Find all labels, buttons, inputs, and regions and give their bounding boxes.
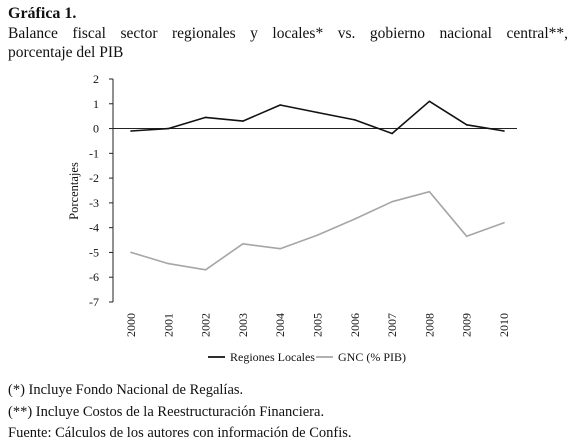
series-point-0: [391, 132, 393, 135]
y-tick-label: -3: [89, 196, 99, 210]
series-point-1: [130, 251, 132, 254]
series-point-0: [167, 127, 170, 130]
series-point-1: [354, 218, 356, 220]
x-tick-label: 2009: [460, 313, 474, 337]
y-tick-label: 2: [93, 72, 99, 86]
y-tick-label: -7: [89, 295, 99, 309]
x-tick-label: 2007: [385, 313, 399, 337]
y-tick-label: -4: [89, 221, 99, 235]
x-tick-label: 2008: [422, 313, 436, 337]
x-tick-label: 2000: [124, 313, 138, 337]
series-point-0: [130, 130, 132, 132]
note-costos-reestructuracion: (**) Incluye Costos de la Reestructuraci…: [8, 403, 325, 420]
x-tick-label: 2004: [273, 313, 287, 337]
x-tick-label: 2001: [161, 313, 175, 337]
y-tick-label: 1: [93, 97, 99, 111]
y-axis-title: Porcentajes: [67, 162, 81, 220]
series-point-1: [242, 242, 244, 245]
chart-legend: Regiones Locales GNC (% PIB): [208, 350, 406, 364]
series-point-1: [503, 221, 505, 224]
x-tick-label: 2010: [497, 313, 511, 337]
series-point-1: [204, 268, 207, 271]
series-point-1: [428, 190, 431, 193]
x-tick-label: 2005: [311, 313, 325, 337]
series-point-0: [354, 119, 356, 121]
series-point-1: [391, 200, 393, 203]
series-point-1: [167, 262, 170, 265]
y-tick-label: -6: [89, 270, 99, 284]
note-fuente: Fuente: Cálculos de los autores con info…: [8, 425, 352, 441]
series-point-1: [465, 235, 468, 238]
series-point-0: [242, 120, 244, 122]
x-tick-label: 2006: [348, 313, 362, 337]
series-point-0: [279, 104, 282, 106]
figure-notes: (*) Incluye Fondo Nacional de Regalías. …: [8, 380, 352, 445]
chart-axes: 2 1 0 -1 -2 -3 -4 -5 -6 -7 Porcentajes 2000 2001 2002…: [67, 72, 517, 337]
line-chart: 2 1 0 -1 -2 -3 -4 -5 -6 -7 Porcentajes 2000 2001 2002…: [67, 72, 517, 364]
figure-heading: Gráfica 1. Balance fiscal sector regiona…: [8, 4, 568, 62]
series-point-1: [279, 247, 282, 250]
series-line-1: [130, 190, 505, 271]
series-point-0: [316, 111, 319, 114]
y-tick-label: -5: [89, 245, 99, 259]
series-point-0: [465, 124, 468, 126]
series-point-0: [428, 100, 431, 103]
figure-label: Gráfica 1.: [8, 5, 77, 22]
series-point-1: [316, 234, 319, 236]
note-fondo-regalias: (*) Incluye Fondo Nacional de Regalías.: [8, 382, 244, 398]
chart-series: [130, 100, 505, 271]
figure-title-line1: Balance fiscal sector regionales y local…: [8, 25, 568, 42]
x-tick-label: 2003: [236, 313, 250, 337]
figure-title-line2: porcentaje del PIB: [8, 44, 124, 61]
series-point-0: [503, 130, 505, 132]
x-tick-label: 2002: [199, 313, 213, 337]
legend-label-0: Regiones Locales: [230, 350, 315, 364]
y-tick-label: -1: [89, 146, 99, 160]
legend-label-1: GNC (% PIB): [338, 350, 406, 364]
y-tick-label: 0: [93, 122, 99, 136]
y-tick-label: -2: [89, 171, 99, 185]
series-point-0: [204, 116, 207, 119]
